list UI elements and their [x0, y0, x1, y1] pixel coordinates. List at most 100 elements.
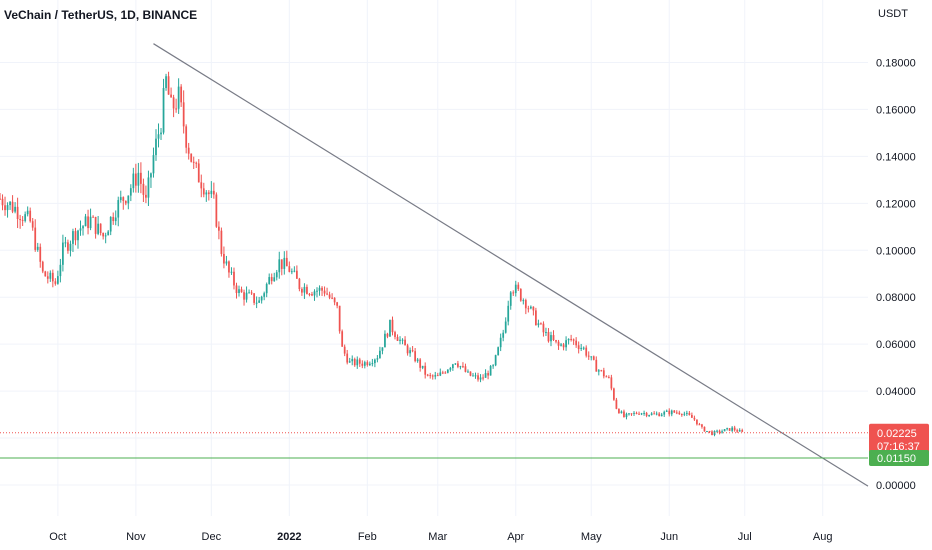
- candle-body: [331, 297, 333, 299]
- time-axis[interactable]: Oct Nov Dec 2022 Feb Mar Apr May Jun Jul Aug: [49, 531, 832, 543]
- candle-body: [414, 351, 417, 362]
- candle-body: [615, 399, 618, 409]
- candle-body: [157, 134, 160, 139]
- candle-body: [0, 198, 1, 200]
- support-badge: [869, 450, 929, 467]
- candle-body: [326, 293, 328, 295]
- candle-body: [613, 388, 615, 400]
- candle-body: [736, 430, 739, 432]
- y-tick-label: 0.18000: [876, 57, 916, 69]
- candle-body: [140, 172, 142, 184]
- candle-body: [361, 363, 364, 366]
- candle-body: [696, 419, 698, 425]
- candle-body: [678, 412, 681, 415]
- candle-body: [459, 366, 462, 368]
- candle-body: [278, 259, 281, 273]
- candle-body: [160, 132, 162, 135]
- candle-body: [122, 197, 125, 201]
- x-tick-label: Nov: [126, 531, 146, 543]
- candle-body: [119, 197, 122, 201]
- candle-body: [19, 219, 22, 221]
- candle-body: [79, 228, 82, 231]
- candle-body: [628, 413, 630, 415]
- candle-body: [618, 408, 620, 414]
- candle-body: [129, 188, 132, 196]
- candle-body: [560, 344, 562, 346]
- candle-body: [658, 413, 661, 417]
- candle-body: [565, 340, 567, 348]
- candle-body: [537, 323, 540, 326]
- candle-body: [492, 365, 495, 367]
- x-tick-label: May: [581, 531, 602, 543]
- candle-body: [316, 290, 318, 292]
- candle-body: [540, 323, 542, 325]
- candle-body: [87, 216, 89, 229]
- candle-body: [550, 335, 552, 342]
- candle-body: [215, 194, 218, 227]
- candle-body: [421, 365, 424, 368]
- candle-body: [270, 277, 273, 282]
- candle-body: [84, 216, 87, 227]
- candle-body: [426, 374, 429, 376]
- candle-body: [477, 375, 479, 380]
- candle-body: [223, 253, 225, 264]
- candle-body: [441, 372, 444, 374]
- candle-body: [570, 338, 572, 340]
- candle-body: [494, 355, 497, 366]
- candle-body: [582, 347, 585, 349]
- candle-body: [484, 373, 487, 378]
- candle-body: [202, 188, 205, 195]
- candle-body: [94, 216, 97, 234]
- trendline[interactable]: [153, 43, 869, 487]
- candle-body: [233, 271, 235, 286]
- symbol-title[interactable]: VeChain / TetherUS, 1D, BINANCE: [4, 8, 198, 22]
- candle-body: [51, 272, 54, 282]
- candle-body: [11, 201, 14, 212]
- candle-body: [665, 410, 668, 412]
- candle-body: [467, 371, 469, 373]
- candle-body: [419, 359, 422, 368]
- candle-body: [235, 285, 238, 294]
- candle-body: [384, 333, 386, 348]
- candle-body: [1, 198, 4, 206]
- candle-body: [210, 190, 213, 195]
- candle-body: [348, 361, 351, 363]
- candle-body: [683, 413, 686, 415]
- candle-body: [567, 338, 570, 341]
- candle-body: [605, 376, 608, 378]
- candle-body: [356, 359, 359, 366]
- candle-body: [92, 216, 94, 218]
- last-price-badge: [869, 423, 929, 454]
- candle-body: [283, 257, 286, 269]
- candle-body: [62, 242, 64, 265]
- candle-body: [532, 306, 535, 311]
- candle-body: [655, 413, 658, 415]
- candle-body: [738, 430, 741, 432]
- candle-body: [635, 412, 638, 414]
- candle-body: [200, 182, 203, 189]
- candle-body: [650, 413, 653, 416]
- candle-body: [54, 281, 57, 284]
- candle-body: [228, 261, 230, 273]
- candle-body: [479, 377, 482, 380]
- candle-body: [260, 296, 263, 301]
- candle-body: [49, 272, 52, 279]
- candle-body: [132, 173, 135, 189]
- candle-body: [243, 292, 245, 300]
- y-tick-label: 0.08000: [876, 292, 916, 304]
- candle-body: [373, 359, 376, 364]
- candle-body: [731, 427, 734, 431]
- candle-body: [182, 102, 185, 127]
- candle-body: [97, 223, 100, 234]
- candle-body: [321, 287, 323, 291]
- candle-body: [167, 76, 170, 95]
- candle-body: [623, 411, 625, 418]
- candle-body: [64, 242, 67, 244]
- candle-body: [648, 415, 650, 417]
- candle-body: [366, 362, 369, 366]
- candle-body: [263, 293, 266, 297]
- x-tick-label: Feb: [358, 531, 377, 543]
- candle-body: [446, 369, 449, 373]
- candle-body: [409, 350, 411, 354]
